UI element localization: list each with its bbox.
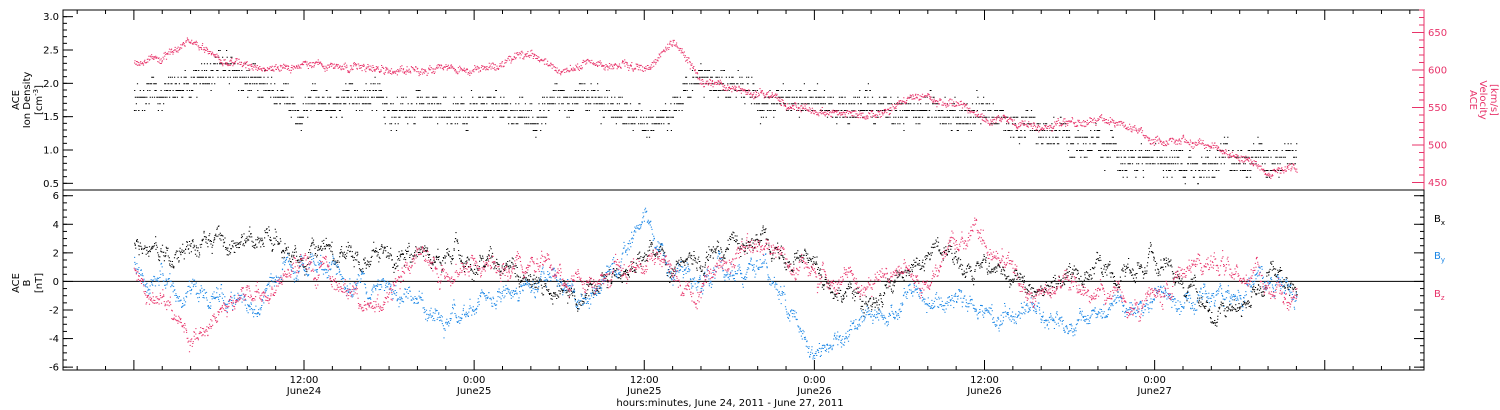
top-right-tick-label: 450 bbox=[1428, 178, 1447, 189]
top-right-tick-label: 500 bbox=[1428, 141, 1447, 152]
bx-series bbox=[134, 225, 1298, 327]
x-tick-date-label: June26 bbox=[796, 386, 832, 397]
bottom-left-tick-label: -2 bbox=[49, 306, 59, 317]
top-right-tick-label: 650 bbox=[1428, 28, 1447, 39]
bottom-left-tick-label: 0 bbox=[53, 277, 59, 288]
top-left-ticks: 0.5 1.0 1.5 2.0 2.5 3.0 bbox=[43, 12, 73, 190]
top-ylabel-line3: [cm-3] bbox=[32, 85, 45, 115]
bottom-ylabel-line2: B bbox=[22, 279, 33, 286]
top-panel-frame bbox=[62, 9, 1425, 191]
legend: Bx By Bz bbox=[1434, 214, 1445, 302]
x-tick-date-label: June27 bbox=[1136, 386, 1172, 397]
bottom-ylabel-line3: [nT] bbox=[34, 273, 45, 293]
bottom-left-ticks: -6 -4 -2 0 2 4 6 bbox=[49, 191, 73, 374]
bz-series bbox=[133, 217, 1298, 353]
x-tick-time-label: 12:00 bbox=[290, 375, 319, 386]
top-right-ticks: 450 500 550 600 650 bbox=[1412, 9, 1447, 191]
top-ylabel-line2: Ion Density bbox=[22, 72, 33, 129]
x-tick-date-label: June25 bbox=[626, 386, 662, 397]
top-ylabel-line1: ACE bbox=[11, 90, 22, 110]
top-right-tick-label: 550 bbox=[1428, 103, 1447, 114]
top-left-tick-label: 2.5 bbox=[43, 46, 59, 57]
legend-bx: Bx bbox=[1434, 214, 1445, 227]
legend-bz: Bz bbox=[1434, 289, 1445, 302]
top-left-tick-label: 1.0 bbox=[43, 146, 59, 157]
x-tick-time-label: 0:00 bbox=[1143, 375, 1165, 386]
top-right-ylabel-line3: [km/s] bbox=[1488, 84, 1499, 116]
bottom-left-tick-label: 2 bbox=[53, 248, 59, 259]
bottom-panel-frame bbox=[62, 189, 1425, 371]
bottom-left-tick-label: 4 bbox=[53, 220, 59, 231]
bx-points bbox=[134, 225, 1298, 327]
ion-density-series bbox=[133, 50, 1298, 185]
top-left-tick-label: 1.5 bbox=[43, 112, 59, 123]
x-tick-time-label: 0:00 bbox=[803, 375, 825, 386]
x-tick-time-label: 0:00 bbox=[463, 375, 485, 386]
velocity-points bbox=[134, 37, 1298, 179]
bottom-right-ticks bbox=[1414, 195, 1424, 368]
bottom-left-tick-label: -6 bbox=[49, 363, 59, 374]
top-right-ylabel-line2: Velocity bbox=[1477, 80, 1488, 119]
x-tick-date-label: June25 bbox=[456, 386, 492, 397]
top-right-ylabel-line1: ACE bbox=[1467, 90, 1478, 110]
top-panel: 0.5 1.0 1.5 2.0 2.5 3.0 450 500 550 600 650 ACE I… bbox=[11, 9, 1499, 191]
bottom-left-tick-label: -4 bbox=[49, 334, 59, 345]
top-left-tick-label: 0.5 bbox=[43, 179, 59, 190]
x-axis-title: hours:minutes, June 24, 2011 - June 27, … bbox=[616, 398, 843, 409]
top-left-tick-label: 3.0 bbox=[43, 12, 59, 23]
bottom-ylabel-line1: ACE bbox=[11, 273, 22, 293]
x-tick-date-label: June26 bbox=[966, 386, 1002, 397]
x-tick-date-label: June24 bbox=[286, 386, 322, 397]
bz-points bbox=[133, 217, 1298, 353]
legend-by: By bbox=[1434, 251, 1445, 264]
velocity-series bbox=[134, 37, 1298, 179]
top-left-tick-label: 2.0 bbox=[43, 79, 59, 90]
x-tick-time-label: 12:00 bbox=[630, 375, 659, 386]
x-axis-ticks: 12:00June240:00June2512:00June250:00June… bbox=[76, 10, 1411, 397]
x-tick-time-label: 12:00 bbox=[970, 375, 999, 386]
bottom-left-tick-label: 6 bbox=[53, 191, 59, 202]
top-right-tick-label: 600 bbox=[1428, 66, 1447, 77]
ion-density-points bbox=[133, 50, 1298, 185]
by-points bbox=[134, 207, 1298, 360]
by-series bbox=[134, 207, 1298, 360]
